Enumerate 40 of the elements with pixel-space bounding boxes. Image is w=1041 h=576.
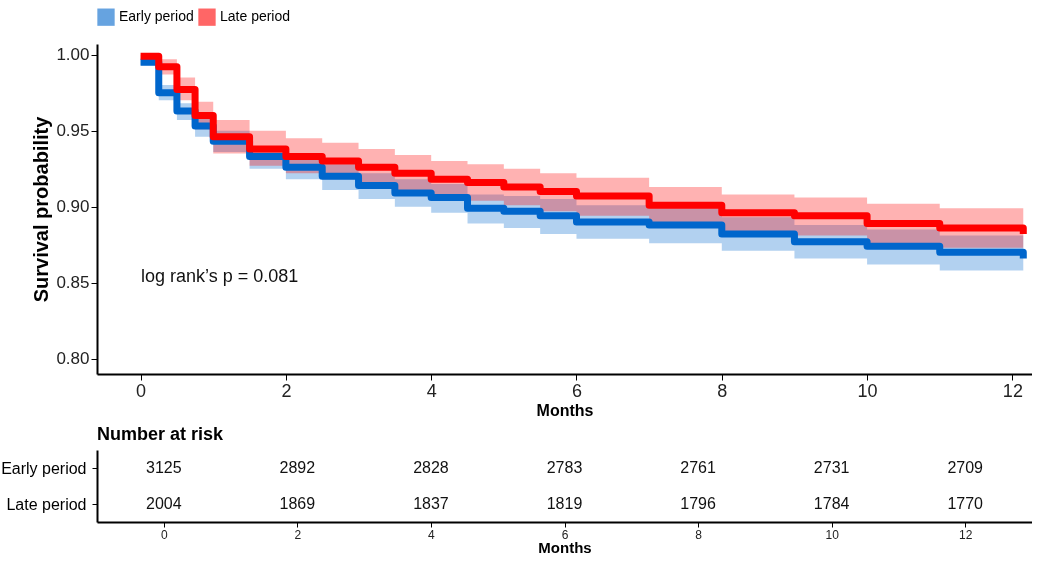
x-tick-label: 12 — [959, 527, 973, 542]
chart-title: Number at risk — [97, 424, 225, 444]
data-label: 1770 — [947, 495, 984, 512]
data-label: 2709 — [947, 459, 984, 476]
x-tick-label: 10 — [825, 527, 840, 542]
y-tick-label: 0.80 — [56, 349, 90, 369]
y-tick-label: Late period — [6, 495, 87, 513]
x-tick-label: 8 — [717, 380, 728, 401]
x-tick-label: 12 — [1002, 380, 1023, 401]
y-tick-label: 0.90 — [56, 197, 90, 217]
data-label: 2828 — [413, 459, 449, 476]
x-tick-label: 0 — [136, 380, 147, 401]
x-axis-title: Months — [536, 401, 594, 419]
data-label: 3125 — [145, 459, 182, 476]
y-tick-label: 1.00 — [56, 45, 90, 65]
y-tick-label: Early period — [1, 459, 87, 477]
x-tick-label: 0 — [160, 527, 168, 542]
x-tick-label: 4 — [428, 527, 436, 542]
data-label: 1784 — [813, 495, 850, 512]
data-label: 1796 — [680, 495, 716, 512]
data-label: 2892 — [279, 459, 316, 476]
x-tick-label: 8 — [695, 527, 703, 542]
y-tick-label: 0.95 — [56, 121, 90, 141]
data-label: 1869 — [279, 495, 316, 512]
y-tick-label: 0.85 — [56, 273, 90, 293]
data-label: 2004 — [145, 495, 182, 512]
x-tick-label: 4 — [426, 380, 437, 401]
x-tick-label: 2 — [281, 380, 292, 401]
data-label: 2731 — [813, 459, 850, 476]
data-label: 2761 — [680, 459, 716, 476]
data-label: 2783 — [546, 459, 583, 476]
legend-label: Early period — [119, 8, 194, 25]
x-tick-label: 6 — [571, 380, 582, 401]
annotation: log rank’s p = 0.081 — [141, 266, 299, 286]
y-axis-title: Survival probability — [30, 115, 53, 303]
legend-label: Late period — [220, 8, 291, 25]
x-tick-label: 10 — [857, 380, 878, 401]
data-label: 1837 — [413, 495, 449, 512]
x-tick-label: 2 — [294, 527, 302, 542]
data-label: 1819 — [546, 495, 583, 512]
